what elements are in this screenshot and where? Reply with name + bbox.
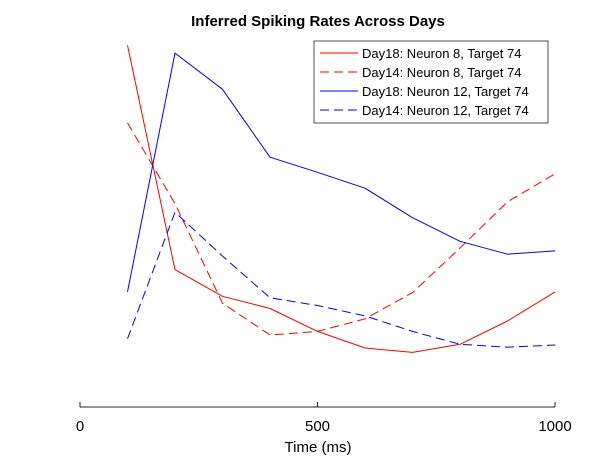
x-axis-label: Time (ms) [285, 439, 352, 456]
series-line-1 [127, 45, 556, 353]
x-axis: 0 500 1000 [76, 402, 572, 435]
legend-entry: Day14: Neuron 8, Target 74 [362, 65, 521, 80]
x-tick-label: 0 [76, 418, 84, 435]
x-tick-label: 500 [305, 418, 330, 435]
series-line-3 [127, 52, 556, 292]
chart-title: Inferred Spiking Rates Across Days [191, 13, 445, 30]
x-tick-label: 1000 [538, 418, 571, 435]
legend-entry: Day14: Neuron 12, Target 74 [362, 103, 529, 118]
legend: Day18: Neuron 8, Target 74 Day14: Neuron … [313, 40, 549, 124]
legend-box [313, 40, 549, 124]
legend-entry: Day18: Neuron 12, Target 74 [362, 84, 529, 99]
series-line-2 [127, 122, 556, 336]
series-layer [127, 45, 556, 353]
series-line-4 [127, 211, 556, 348]
legend-entry: Day18: Neuron 8, Target 74 [362, 46, 521, 61]
